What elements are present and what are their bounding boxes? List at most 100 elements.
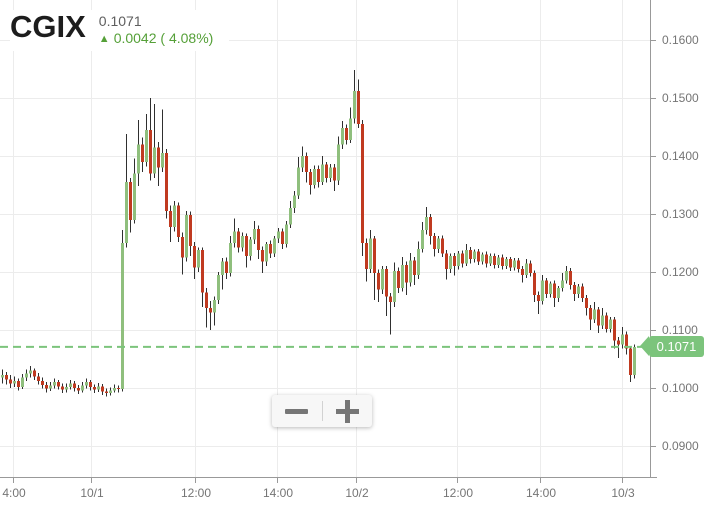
candle bbox=[97, 382, 100, 393]
candle bbox=[549, 281, 552, 298]
candle bbox=[577, 284, 580, 299]
candle bbox=[73, 381, 76, 392]
candle bbox=[537, 291, 540, 314]
candle bbox=[301, 146, 304, 173]
candle bbox=[365, 238, 368, 282]
candle bbox=[221, 258, 224, 290]
x-axis-label: 10/2 bbox=[345, 486, 369, 500]
candle bbox=[5, 371, 8, 385]
zoom-in-button[interactable] bbox=[323, 395, 373, 427]
candle bbox=[185, 211, 188, 262]
y-axis-label: 0.1500 bbox=[662, 91, 699, 105]
candle bbox=[497, 255, 500, 268]
candle bbox=[477, 248, 480, 266]
candle bbox=[481, 252, 484, 265]
candle bbox=[545, 277, 548, 299]
y-axis-label: 0.1300 bbox=[662, 207, 699, 221]
candle bbox=[305, 152, 308, 183]
candle bbox=[277, 227, 280, 243]
y-axis-label: 0.1600 bbox=[662, 33, 699, 47]
candle bbox=[281, 228, 284, 249]
candle bbox=[369, 230, 372, 274]
candle bbox=[173, 201, 176, 232]
candle bbox=[297, 157, 300, 199]
minus-icon bbox=[285, 408, 309, 414]
candle bbox=[45, 382, 48, 393]
candle bbox=[217, 272, 220, 304]
candle bbox=[461, 250, 464, 268]
candle bbox=[181, 232, 184, 275]
candle bbox=[437, 236, 440, 253]
candle bbox=[557, 285, 560, 303]
zoom-control bbox=[272, 395, 372, 427]
quote-block: 0.1071 ▲ 0.0042 ( 4.08%) bbox=[99, 10, 214, 47]
candle bbox=[453, 252, 456, 276]
candle bbox=[125, 133, 128, 248]
candle bbox=[601, 307, 604, 329]
candle bbox=[517, 258, 520, 273]
ticker-symbol: CGIX bbox=[10, 9, 86, 44]
candle bbox=[541, 274, 544, 305]
candle bbox=[109, 387, 112, 396]
candle bbox=[421, 222, 424, 253]
candle bbox=[401, 256, 404, 292]
zoom-divider bbox=[321, 401, 323, 421]
candle bbox=[237, 227, 240, 253]
candle bbox=[445, 249, 448, 280]
candle bbox=[321, 156, 324, 185]
current-price-badge: 0.1071 bbox=[640, 336, 704, 358]
candle bbox=[465, 244, 468, 267]
candle bbox=[605, 312, 608, 333]
candle bbox=[597, 306, 600, 333]
current-price-label: 0.1071 bbox=[656, 339, 697, 355]
candle bbox=[133, 158, 136, 224]
candle bbox=[117, 385, 120, 393]
candle bbox=[1, 369, 4, 384]
axis-lines bbox=[0, 0, 657, 483]
candle bbox=[353, 70, 356, 124]
candle bbox=[105, 388, 108, 397]
zoom-out-button[interactable] bbox=[272, 395, 322, 427]
candle bbox=[317, 165, 320, 188]
candle bbox=[293, 190, 296, 213]
y-axis-label: 0.1100 bbox=[662, 323, 698, 337]
price-change-text: 0.0042 ( 4.08%) bbox=[113, 30, 214, 46]
candle bbox=[153, 103, 156, 179]
candle bbox=[573, 281, 576, 301]
candle bbox=[65, 383, 68, 393]
candle bbox=[121, 230, 124, 392]
candle bbox=[233, 218, 236, 248]
x-axis-label: 12:00 bbox=[180, 486, 212, 500]
candle bbox=[93, 384, 96, 394]
candle bbox=[561, 273, 564, 292]
candle bbox=[145, 114, 148, 167]
candle bbox=[629, 346, 632, 383]
price-change: ▲ 0.0042 ( 4.08%) bbox=[99, 30, 214, 47]
candle bbox=[381, 266, 384, 295]
candle bbox=[553, 280, 556, 307]
candle bbox=[329, 164, 332, 183]
candle bbox=[485, 251, 488, 268]
candle bbox=[325, 161, 328, 183]
candle bbox=[285, 220, 288, 248]
candle bbox=[61, 383, 64, 394]
candle bbox=[441, 235, 444, 257]
candle bbox=[189, 211, 192, 256]
candle bbox=[225, 257, 228, 279]
candle bbox=[349, 107, 352, 144]
candle bbox=[113, 384, 116, 393]
candle bbox=[613, 317, 616, 349]
y-axis-label: 0.1200 bbox=[662, 265, 699, 279]
candle bbox=[101, 383, 104, 395]
candle bbox=[449, 253, 452, 274]
candle bbox=[589, 305, 592, 330]
plus-icon bbox=[335, 399, 359, 423]
candle bbox=[201, 247, 204, 307]
candle bbox=[85, 378, 88, 389]
candle bbox=[129, 178, 132, 233]
candle bbox=[289, 201, 292, 228]
candle bbox=[49, 382, 52, 391]
candle bbox=[261, 246, 264, 274]
